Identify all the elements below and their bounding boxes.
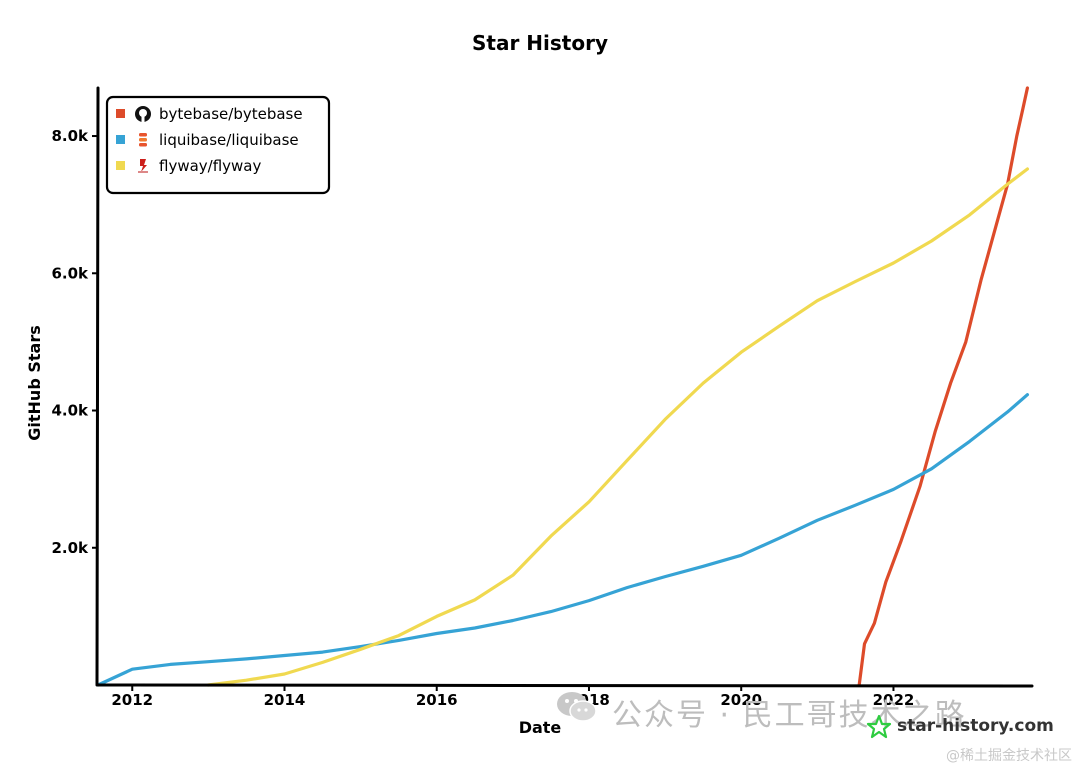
y-tick-label: 6.0k <box>51 264 89 282</box>
x-axis-label: Date <box>519 718 562 737</box>
x-tick-label: 2020 <box>720 691 762 709</box>
legend-swatch <box>116 161 125 170</box>
series-line-liquibase <box>96 393 1029 687</box>
legend-swatch <box>116 109 125 118</box>
series-line-flyway <box>206 167 1029 687</box>
legend-box <box>105 95 331 195</box>
legend-label: bytebase/bytebase <box>159 105 303 123</box>
legend-swatch <box>116 135 125 144</box>
x-tick-label: 2014 <box>264 691 306 709</box>
legend: bytebase/bytebase liquibase/liquibase flyw… <box>105 95 331 195</box>
footer-watermark: @稀土掘金技术社区 <box>946 748 1072 764</box>
y-axis-line <box>95 86 100 687</box>
wechat-icon <box>557 692 597 722</box>
legend-label: liquibase/liquibase <box>159 131 299 149</box>
y-tick-label: 4.0k <box>51 402 89 420</box>
wechat-watermark: 公众号 · 民工哥技术之路 <box>612 698 967 733</box>
star-icon <box>866 714 892 739</box>
site-watermark: star-history.com <box>897 716 1054 736</box>
y-tick-label: 8.0k <box>51 127 89 145</box>
y-tick-label: 2.0k <box>51 539 89 557</box>
x-tick-label: 2022 <box>873 691 915 709</box>
legend-label: flyway/flyway <box>159 157 262 175</box>
y-axis-label: GitHub Stars <box>25 325 44 440</box>
chart-title: Star History <box>472 31 608 55</box>
flyway-icon <box>138 159 148 173</box>
x-tick-label: 2016 <box>416 691 458 709</box>
x-tick-label: 2012 <box>111 691 153 709</box>
liquibase-icon <box>139 133 147 147</box>
github-icon <box>135 106 151 122</box>
series-line-bytebase <box>857 86 1029 687</box>
x-axis-line <box>96 683 1034 688</box>
